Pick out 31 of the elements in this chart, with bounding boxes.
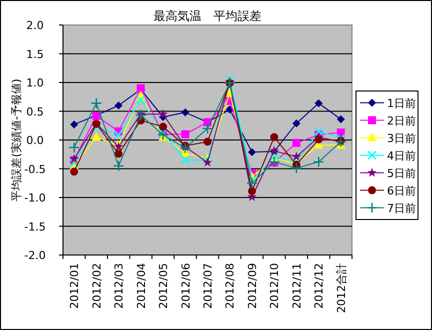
- x-tick-label: 2012/09: [246, 263, 259, 309]
- x-tick-label: 2012/12: [312, 263, 326, 309]
- chart-title: 最高気温 平均誤差: [154, 9, 262, 23]
- y-tick-label: -1.5: [24, 220, 46, 234]
- x-tick-label: 2012/11: [290, 263, 304, 309]
- y-axis-title: 平均誤差(実績値-予報値): [10, 78, 23, 202]
- legend-label: 1日前: [387, 96, 416, 110]
- y-tick-label: -0.5: [24, 162, 46, 176]
- legend-label: 2日前: [387, 114, 416, 128]
- x-tick-label: 2012/04: [134, 263, 148, 309]
- legend-label: 6日前: [387, 184, 416, 198]
- x-tick-label: 2012/05: [157, 263, 170, 309]
- legend-label: 3日前: [387, 132, 416, 145]
- y-tick-label: 0.5: [26, 105, 44, 118]
- x-tick-label: 2012/03: [112, 263, 126, 309]
- legend-label: 7日前: [387, 202, 416, 215]
- legend-label: 4日前: [387, 149, 416, 162]
- y-tick-label: -2.0: [24, 249, 46, 262]
- x-tick-label: 2012/07: [202, 263, 214, 309]
- x-tick-label: 2012/01: [68, 263, 82, 309]
- y-tick-label: 2.0: [26, 19, 44, 32]
- y-tick-label: -1.0: [24, 192, 46, 204]
- legend-label: 5日前: [387, 166, 416, 180]
- x-tick-label: 2012合計: [334, 263, 348, 313]
- y-tick-label: 1.0: [26, 76, 44, 90]
- x-tick-label: 2012/02: [90, 263, 104, 309]
- y-tick-label: 1.5: [26, 48, 44, 61]
- x-tick-label: 2012/08: [224, 263, 237, 309]
- x-tick-label: 2012/06: [179, 263, 192, 309]
- x-tick-label: 2012/10: [268, 263, 282, 309]
- y-tick-label: 0.0: [26, 134, 44, 147]
